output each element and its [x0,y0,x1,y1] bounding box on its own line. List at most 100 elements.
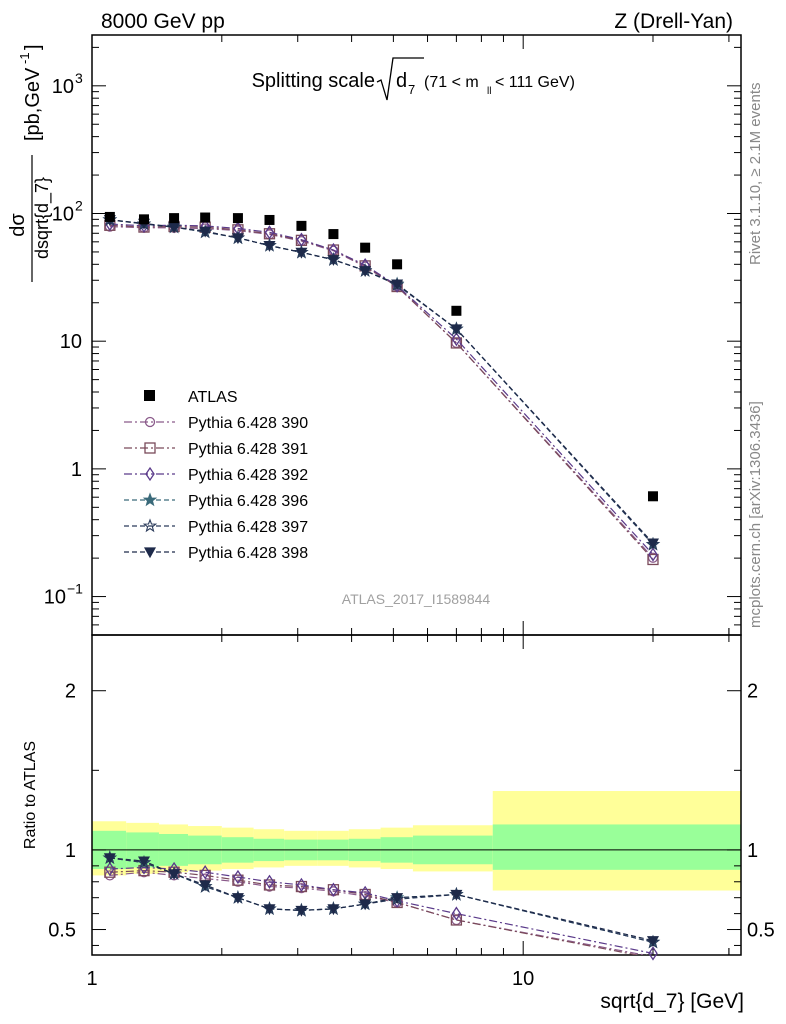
series-marker-ratio [295,905,308,917]
atlas-data-point [296,220,307,231]
y-tick-label: 10 [52,203,74,225]
title-range: (71 < m [424,74,479,91]
title-range-sub: ll [487,86,491,97]
series-marker-main [263,240,276,252]
legend-marker [144,442,156,454]
series-marker-ratio [231,893,244,904]
y-tick-exponent: 2 [75,197,83,213]
series-marker-main [168,222,181,234]
ylabel-unit: [pb,GeV [22,67,44,141]
mcplots-label: mcplots.cern.ch [arXiv:1306.3436] [747,401,764,628]
series-marker-ratio [168,869,181,881]
legend-label: Pythia 6.428 392 [188,467,308,484]
band-green [492,824,741,870]
series-marker-ratio [648,946,658,961]
y-tick-label: 1 [71,459,82,481]
series-marker-main [647,553,659,566]
series-marker-ratio [328,882,339,897]
atlas-data-point [451,305,462,316]
x-tick-label: 1 [86,968,97,990]
legend-label: Pythia 6.428 398 [188,545,308,562]
y-tick-exponent: −1 [67,581,83,597]
series-marker-main [648,547,658,562]
atlas-data-point [200,212,211,223]
title-range-end: < 111 GeV) [495,74,575,91]
sqrt-symbol [376,57,424,101]
legend: ATLAS Pythia 6.428 390 Pythia 6.428 391 Pyt… [124,389,308,562]
series-marker-ratio [359,899,372,911]
series-marker-ratio [104,866,116,878]
watermark: ATLAS_2017_I1589844 [342,591,491,607]
y-tick-exponent: 3 [75,70,83,86]
atlas-data-point [169,213,180,224]
atlas-data-point [360,242,371,253]
series-marker-main [359,266,372,277]
legend-marker-atlas [144,390,155,401]
y-tick-label: 10 [44,587,66,609]
ratio-tick-label: 0.5 [747,920,775,942]
series-marker-ratio [450,889,463,901]
series-marker-ratio [105,861,115,877]
atlas-data-point [138,214,149,225]
ylabel-unit-sup: -1 [17,52,32,64]
y-axis-label: dσ dsqrt{d_7} [pb,GeV -1 ] [7,44,53,282]
series-marker-main [451,331,462,347]
series-marker-ratio [263,879,276,891]
series-marker-ratio [232,874,244,886]
series-marker-ratio [646,936,660,947]
series-marker-ratio [200,865,210,880]
series-marker-main [327,255,340,266]
series-marker-main [450,337,463,349]
legend-marker [143,547,157,559]
atlas-data-point [647,491,658,502]
title-main: Splitting scale [252,70,375,92]
series-marker-ratio [327,904,340,916]
legend-label-atlas: ATLAS [188,389,238,406]
legend-label: Pythia 6.428 396 [188,493,308,510]
legend-label: Pythia 6.428 391 [188,441,308,458]
series-marker-main [450,324,463,336]
ratio-plot-frame [91,634,742,956]
mc-curves [102,212,661,961]
series-marker-ratio [199,880,212,892]
series-marker-ratio [451,906,462,921]
plot-title: Splitting scale d 7 (71 < m ll < 111 GeV… [252,57,575,101]
series-marker-main [646,538,660,550]
series-marker-main [391,279,404,291]
series-marker-main [295,247,308,259]
data-points [104,211,658,502]
atlas-data-point [264,214,275,225]
x-axis-label: sqrt{d_7} [GeV] [600,990,744,1013]
y-tick-label: 10 [52,76,74,98]
legend-label: Pythia 6.428 390 [188,415,308,432]
ratio-tick-label: 2 [65,681,76,703]
series-marker-ratio [391,893,404,904]
atlas-data-point [104,211,115,222]
ratio-tick-label: 2 [747,681,758,703]
title-sqrt-sub: 7 [408,82,415,97]
series-line-ratio [109,866,654,954]
atlas-data-point [328,229,339,240]
ylabel-num: dσ [7,213,29,237]
series-marker-main [231,233,244,245]
y-tick-label: 10 [60,331,82,353]
series-line-ratio [109,857,654,942]
series-marker-ratio [137,856,151,868]
ratio-uncertainty-bands [92,791,741,891]
ratio-tick-label: 1 [747,840,758,862]
series-marker-ratio [450,914,463,926]
legend-marker [142,518,158,533]
ylabel-den: dsqrt{d_7} [32,177,53,259]
header-right: Z (Drell-Yan) [614,10,733,33]
series-marker-ratio [103,853,116,865]
ratio-y-label: Ratio to ATLAS [22,741,39,849]
rivet-label: Rivet 3.1.10, ≥ 2.1M events [747,83,764,266]
legend-marker [144,416,156,428]
series-marker-ratio [263,904,276,916]
series-marker-main [199,226,212,238]
ratio-tick-label: 0.5 [48,920,76,942]
series-line-main [109,219,654,544]
x-tick-label: 10 [512,968,534,990]
